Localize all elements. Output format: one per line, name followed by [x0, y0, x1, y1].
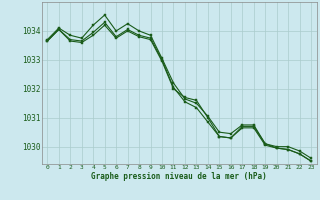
X-axis label: Graphe pression niveau de la mer (hPa): Graphe pression niveau de la mer (hPa) — [91, 172, 267, 181]
